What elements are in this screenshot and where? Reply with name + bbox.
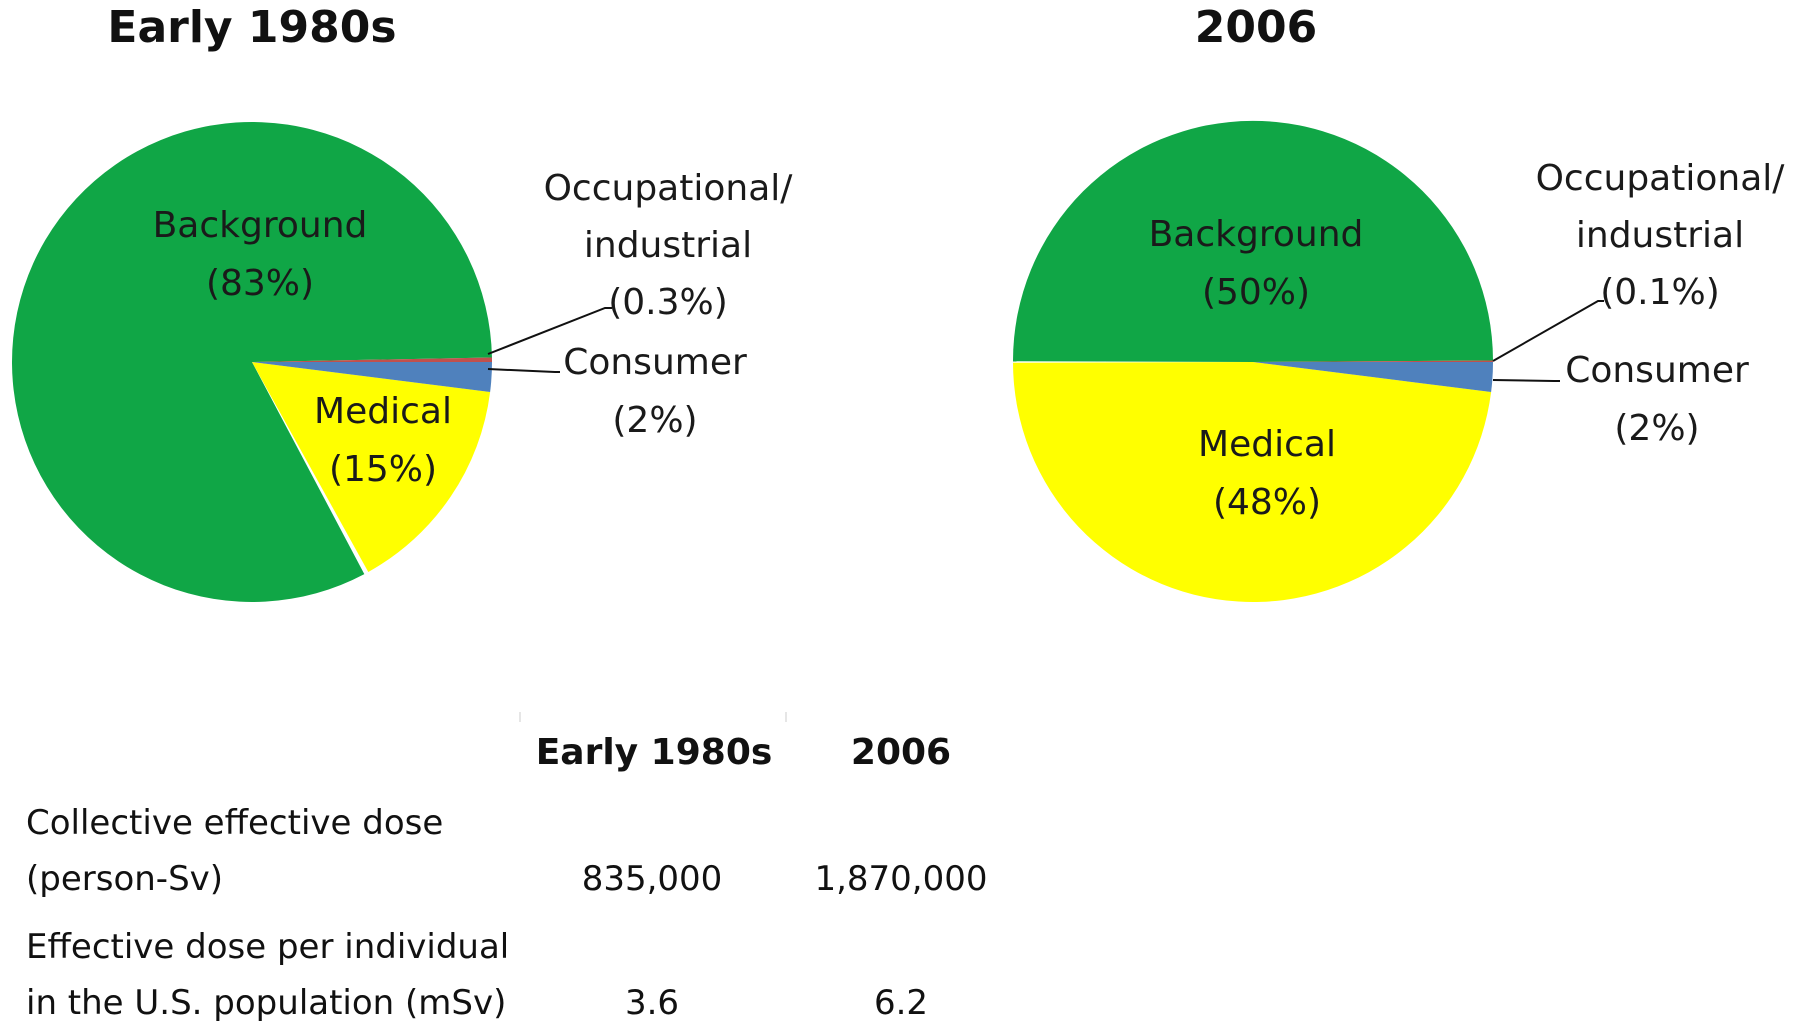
pie2-slice-medical <box>1013 362 1492 602</box>
pie1-slice-consumer <box>252 362 492 392</box>
pie2-slice-background <box>1012 120 1493 363</box>
row2-label-line1: Effective dose per individual <box>26 927 509 967</box>
pie1-label-occupational-line2: industrial <box>584 225 752 266</box>
dose-table: Early 1980s 2006 Collective effective do… <box>26 712 988 1023</box>
table-header-early-1980s: Early 1980s <box>536 732 773 773</box>
pie1-leader-consumer <box>487 368 560 373</box>
pie2-slice-consumer <box>1253 362 1493 393</box>
pie1-slice-background <box>12 121 492 602</box>
pie2-slice-occupational <box>1253 360 1494 362</box>
pie2-pct-background: (50%) <box>1202 272 1310 313</box>
pie1-pct-consumer: (2%) <box>612 400 697 441</box>
pie1-pct-medical: (15%) <box>329 449 437 490</box>
pie2-label-occupational-line1: Occupational/ <box>1536 158 1786 199</box>
row2-value-2006: 6.2 <box>874 983 928 1023</box>
pie2-label-medical: Medical <box>1198 424 1336 465</box>
pie1-pct-occupational: (0.3%) <box>608 282 728 323</box>
pie2-label-background: Background <box>1149 214 1364 255</box>
pie2-label-consumer: Consumer <box>1565 350 1749 391</box>
row2-value-early-1980s: 3.6 <box>625 983 679 1023</box>
pie-chart-early-1980s: Early 1980s Background (83%) Medical (15… <box>12 2 793 602</box>
pie2-leader-occupational <box>1492 300 1604 362</box>
pie1-slice-medical <box>252 362 491 572</box>
pie2-leader-consumer <box>1492 379 1560 382</box>
table-header-2006: 2006 <box>851 732 951 773</box>
pie1-pct-background: (83%) <box>206 263 314 304</box>
pie1-leader-occupational <box>487 307 612 355</box>
chart-title-2006: 2006 <box>1195 2 1317 53</box>
pie2-pct-occupational: (0.1%) <box>1600 272 1720 313</box>
row1-value-early-1980s: 835,000 <box>582 859 723 899</box>
row2-label-line2: in the U.S. population (mSv) <box>26 983 506 1023</box>
pie1-label-medical: Medical <box>314 391 452 432</box>
pie1-label-occupational-line1: Occupational/ <box>544 168 794 209</box>
chart-title-early-1980s: Early 1980s <box>107 2 396 53</box>
pie1-label-background: Background <box>153 205 368 246</box>
pie1-slice-occupational <box>252 357 492 362</box>
pie1-slices <box>12 121 492 602</box>
pie2-slices <box>1012 120 1494 602</box>
pie-chart-2006: 2006 Background (50%) Medical (48%) Occu… <box>1012 2 1786 602</box>
pie2-label-occupational-line2: industrial <box>1576 215 1744 256</box>
pie2-pct-consumer: (2%) <box>1614 408 1699 449</box>
pie1-label-consumer: Consumer <box>563 342 747 383</box>
row1-value-2006: 1,870,000 <box>814 859 987 899</box>
row1-label-line2: (person-Sv) <box>26 859 223 899</box>
row1-label-line1: Collective effective dose <box>26 803 443 843</box>
pie2-pct-medical: (48%) <box>1213 482 1321 523</box>
